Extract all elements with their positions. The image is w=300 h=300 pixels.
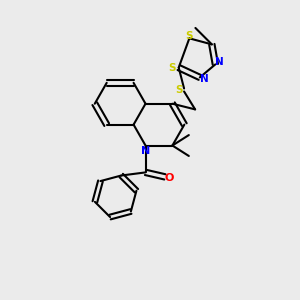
Text: S: S	[175, 85, 182, 95]
Text: S: S	[185, 31, 193, 41]
Text: N: N	[141, 146, 150, 156]
Text: N: N	[200, 74, 209, 84]
Text: O: O	[165, 173, 174, 183]
Text: S: S	[168, 63, 176, 73]
Text: N: N	[215, 57, 224, 67]
